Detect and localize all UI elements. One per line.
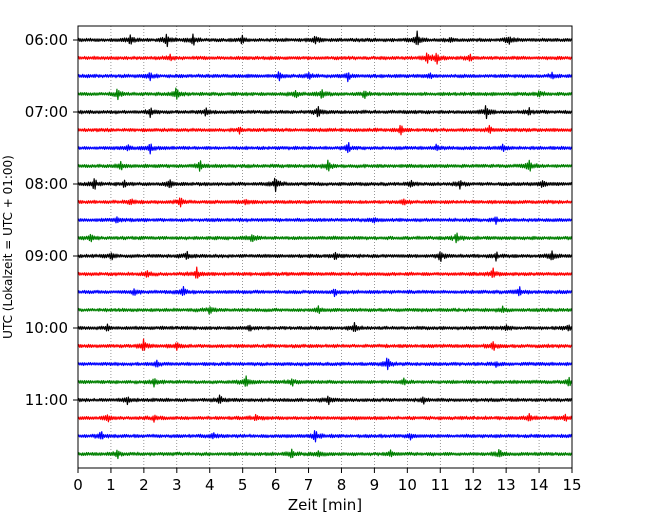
trace-lines [77, 30, 573, 460]
trace-1030 [77, 357, 573, 371]
trace-0745 [77, 159, 573, 172]
x-tick-label-13: 13 [497, 476, 516, 494]
y-tick-label-0700: 07:00 [25, 103, 68, 121]
x-axis-ticks: 0 1 2 3 4 5 6 7 8 9 10 11 12 13 14 15 [73, 468, 582, 494]
y-tick-label-0900: 09:00 [25, 247, 68, 265]
trace-0715 [77, 124, 573, 136]
y-axis-label: UTC (Lokalzeit = UTC + 01:00) [1, 155, 15, 339]
x-tick-label-8: 8 [337, 476, 347, 494]
trace-0930 [77, 285, 573, 298]
x-tick-label-15: 15 [562, 476, 581, 494]
y-tick-label-0800: 08:00 [25, 175, 68, 193]
x-tick-label-4: 4 [205, 476, 215, 494]
x-tick-label-2: 2 [139, 476, 149, 494]
x-tick-label-11: 11 [431, 476, 450, 494]
trace-0915 [77, 266, 573, 279]
x-tick-label-10: 10 [398, 476, 417, 494]
trace-1015 [77, 338, 573, 351]
trace-0900 [77, 250, 573, 263]
trace-1115 [77, 412, 573, 423]
trace-0630 [77, 71, 573, 83]
trace-0600 [77, 30, 573, 48]
x-tick-label-9: 9 [370, 476, 380, 494]
trace-1145 [77, 448, 573, 460]
trace-0945 [77, 305, 573, 315]
trace-0700 [77, 105, 573, 120]
x-tick-label-3: 3 [172, 476, 182, 494]
trace-1045 [77, 375, 573, 388]
trace-1100 [77, 394, 573, 406]
y-tick-label-1000: 10:00 [25, 319, 68, 337]
x-tick-label-5: 5 [238, 476, 248, 494]
x-tick-label-6: 6 [271, 476, 281, 494]
trace-0730 [77, 141, 573, 155]
trace-0800 [77, 177, 573, 193]
trace-0815 [77, 197, 573, 208]
y-axis-ticks: 06:00 07:00 08:00 09:00 10:00 11:00 [25, 31, 78, 409]
trace-0845 [77, 232, 573, 244]
x-tick-label-1: 1 [106, 476, 116, 494]
x-axis-label: Zeit [min] [288, 496, 362, 514]
plot-area-frame [77, 25, 573, 469]
trace-1130 [77, 430, 573, 443]
x-tick-label-12: 12 [464, 476, 483, 494]
trace-0645 [77, 87, 573, 101]
trace-0615 [77, 52, 573, 65]
x-tick-label-0: 0 [73, 476, 83, 494]
x-tick-label-14: 14 [530, 476, 549, 494]
trace-0830 [77, 216, 573, 225]
y-tick-label-0600: 06:00 [25, 31, 68, 49]
y-tick-label-1100: 11:00 [25, 391, 68, 409]
trace-1000 [77, 321, 573, 333]
x-tick-label-7: 7 [304, 476, 314, 494]
